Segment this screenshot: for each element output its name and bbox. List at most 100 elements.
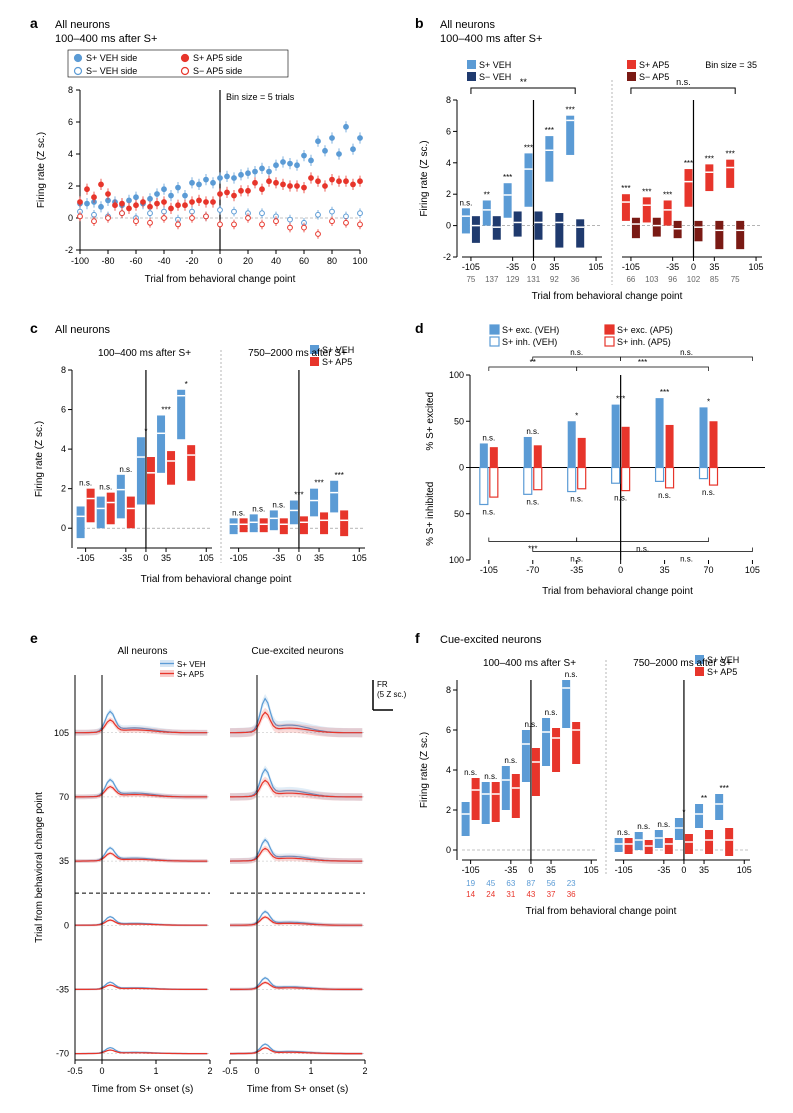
svg-text:n.s.: n.s. (524, 720, 537, 729)
svg-text:***: *** (719, 784, 728, 793)
svg-text:***: *** (705, 154, 714, 163)
svg-text:0: 0 (681, 865, 686, 875)
svg-text:n.s.: n.s. (617, 828, 630, 837)
svg-text:105: 105 (199, 553, 214, 563)
svg-text:137: 137 (485, 275, 499, 284)
svg-text:*: * (575, 411, 578, 420)
svg-text:63: 63 (506, 879, 515, 888)
svg-text:n.s.: n.s. (636, 545, 649, 554)
svg-text:87: 87 (526, 879, 535, 888)
svg-text:-35: -35 (657, 865, 670, 875)
svg-text:75: 75 (731, 275, 740, 284)
panel-f-label: f (415, 630, 420, 646)
svg-text:23: 23 (567, 879, 576, 888)
svg-text:-35: -35 (570, 565, 583, 575)
svg-text:4: 4 (68, 149, 73, 159)
svg-text:-35: -35 (506, 262, 519, 272)
svg-text:S+ VEH: S+ VEH (177, 660, 206, 669)
svg-text:n.s.: n.s. (570, 495, 583, 504)
svg-text:***: *** (161, 405, 170, 414)
svg-text:-105: -105 (480, 565, 498, 575)
svg-text:105: 105 (54, 728, 69, 738)
svg-text:Time from S+ onset (s): Time from S+ onset (s) (92, 1084, 194, 1095)
svg-text:Trial from behavioral change p: Trial from behavioral change point (141, 574, 292, 585)
svg-text:-100: -100 (71, 256, 89, 266)
svg-text:0: 0 (296, 553, 301, 563)
svg-text:4: 4 (446, 765, 451, 775)
svg-text:n.s.: n.s. (99, 483, 112, 492)
svg-text:35: 35 (59, 856, 69, 866)
svg-text:n.s.: n.s. (702, 488, 715, 497)
panel-e-chart: All neuronsCue-excited neuronsS+ VEHS+ A… (30, 640, 390, 1100)
svg-text:***: *** (545, 126, 554, 135)
svg-text:0: 0 (446, 845, 451, 855)
svg-text:1: 1 (153, 1066, 158, 1076)
svg-text:Firing rate (Z sc.): Firing rate (Z sc.) (419, 732, 430, 808)
svg-text:*: * (682, 808, 685, 817)
svg-text:70: 70 (59, 792, 69, 802)
svg-text:0: 0 (531, 262, 536, 272)
svg-text:n.s.: n.s. (464, 768, 477, 777)
svg-text:S+ VEH side: S+ VEH side (86, 53, 137, 63)
svg-text:-70: -70 (526, 565, 539, 575)
svg-text:***: *** (503, 173, 512, 182)
svg-text:8: 8 (61, 365, 66, 375)
svg-text:Firing rate (Z sc.): Firing rate (Z sc.) (419, 140, 430, 216)
svg-text:-105: -105 (462, 865, 480, 875)
svg-text:750–2000 ms after S+: 750–2000 ms after S+ (248, 348, 347, 359)
svg-text:50: 50 (454, 509, 464, 519)
svg-text:n.s.: n.s. (680, 348, 693, 357)
svg-text:80: 80 (327, 256, 337, 266)
svg-text:n.s.: n.s. (272, 500, 285, 509)
svg-text:n.s.: n.s. (526, 497, 539, 506)
svg-text:(5 Z sc.): (5 Z sc.) (377, 690, 407, 699)
svg-text:0: 0 (691, 262, 696, 272)
svg-text:***: *** (642, 187, 651, 196)
svg-text:45: 45 (486, 879, 495, 888)
svg-text:2: 2 (61, 484, 66, 494)
svg-text:2: 2 (362, 1066, 367, 1076)
panel-c-chart: 02468Firing rate (Z sc.)S+ VEHS+ AP5100–… (30, 340, 380, 590)
svg-text:0: 0 (618, 565, 623, 575)
svg-text:8: 8 (446, 95, 451, 105)
svg-text:35: 35 (549, 262, 559, 272)
panel-b-chart: -202468Firing rate (Z sc.)S+ VEHS− VEH-1… (415, 50, 775, 305)
svg-text:n.s.: n.s. (482, 508, 495, 517)
panel-a-subtitle2: 100–400 ms after S+ (55, 32, 157, 46)
svg-text:0: 0 (61, 523, 66, 533)
svg-text:35: 35 (161, 553, 171, 563)
svg-text:S− AP5: S− AP5 (639, 72, 669, 82)
svg-text:***: *** (566, 106, 575, 115)
svg-text:0: 0 (528, 865, 533, 875)
svg-text:60: 60 (299, 256, 309, 266)
svg-text:% S+ excited: % S+ excited (425, 392, 436, 451)
svg-text:129: 129 (506, 275, 520, 284)
svg-text:105: 105 (589, 262, 604, 272)
svg-text:105: 105 (749, 262, 764, 272)
svg-text:All neurons: All neurons (117, 646, 167, 657)
svg-text:2: 2 (446, 189, 451, 199)
svg-text:-0.5: -0.5 (222, 1066, 238, 1076)
svg-text:105: 105 (745, 565, 760, 575)
svg-text:37: 37 (547, 890, 556, 899)
svg-text:35: 35 (314, 553, 324, 563)
svg-text:4: 4 (446, 158, 451, 168)
svg-text:Trial from behavioral change p: Trial from behavioral change point (532, 291, 683, 302)
panel-b-label: b (415, 15, 424, 31)
svg-text:n.s.: n.s. (482, 433, 495, 442)
panel-c-label: c (30, 320, 38, 336)
svg-text:*: * (707, 397, 710, 406)
svg-text:***: *** (621, 184, 630, 193)
svg-text:***: *** (334, 471, 343, 480)
svg-text:-105: -105 (230, 553, 248, 563)
svg-text:*: * (144, 427, 147, 436)
svg-text:n.s.: n.s. (545, 708, 558, 717)
svg-text:**: ** (484, 190, 490, 199)
svg-text:S+ exc. (VEH): S+ exc. (VEH) (502, 325, 559, 335)
svg-text:40: 40 (271, 256, 281, 266)
svg-text:n.s.: n.s. (570, 555, 583, 564)
svg-text:-105: -105 (615, 865, 633, 875)
svg-text:***: *** (726, 150, 735, 159)
svg-text:FR: FR (377, 680, 388, 689)
svg-text:6: 6 (61, 405, 66, 415)
